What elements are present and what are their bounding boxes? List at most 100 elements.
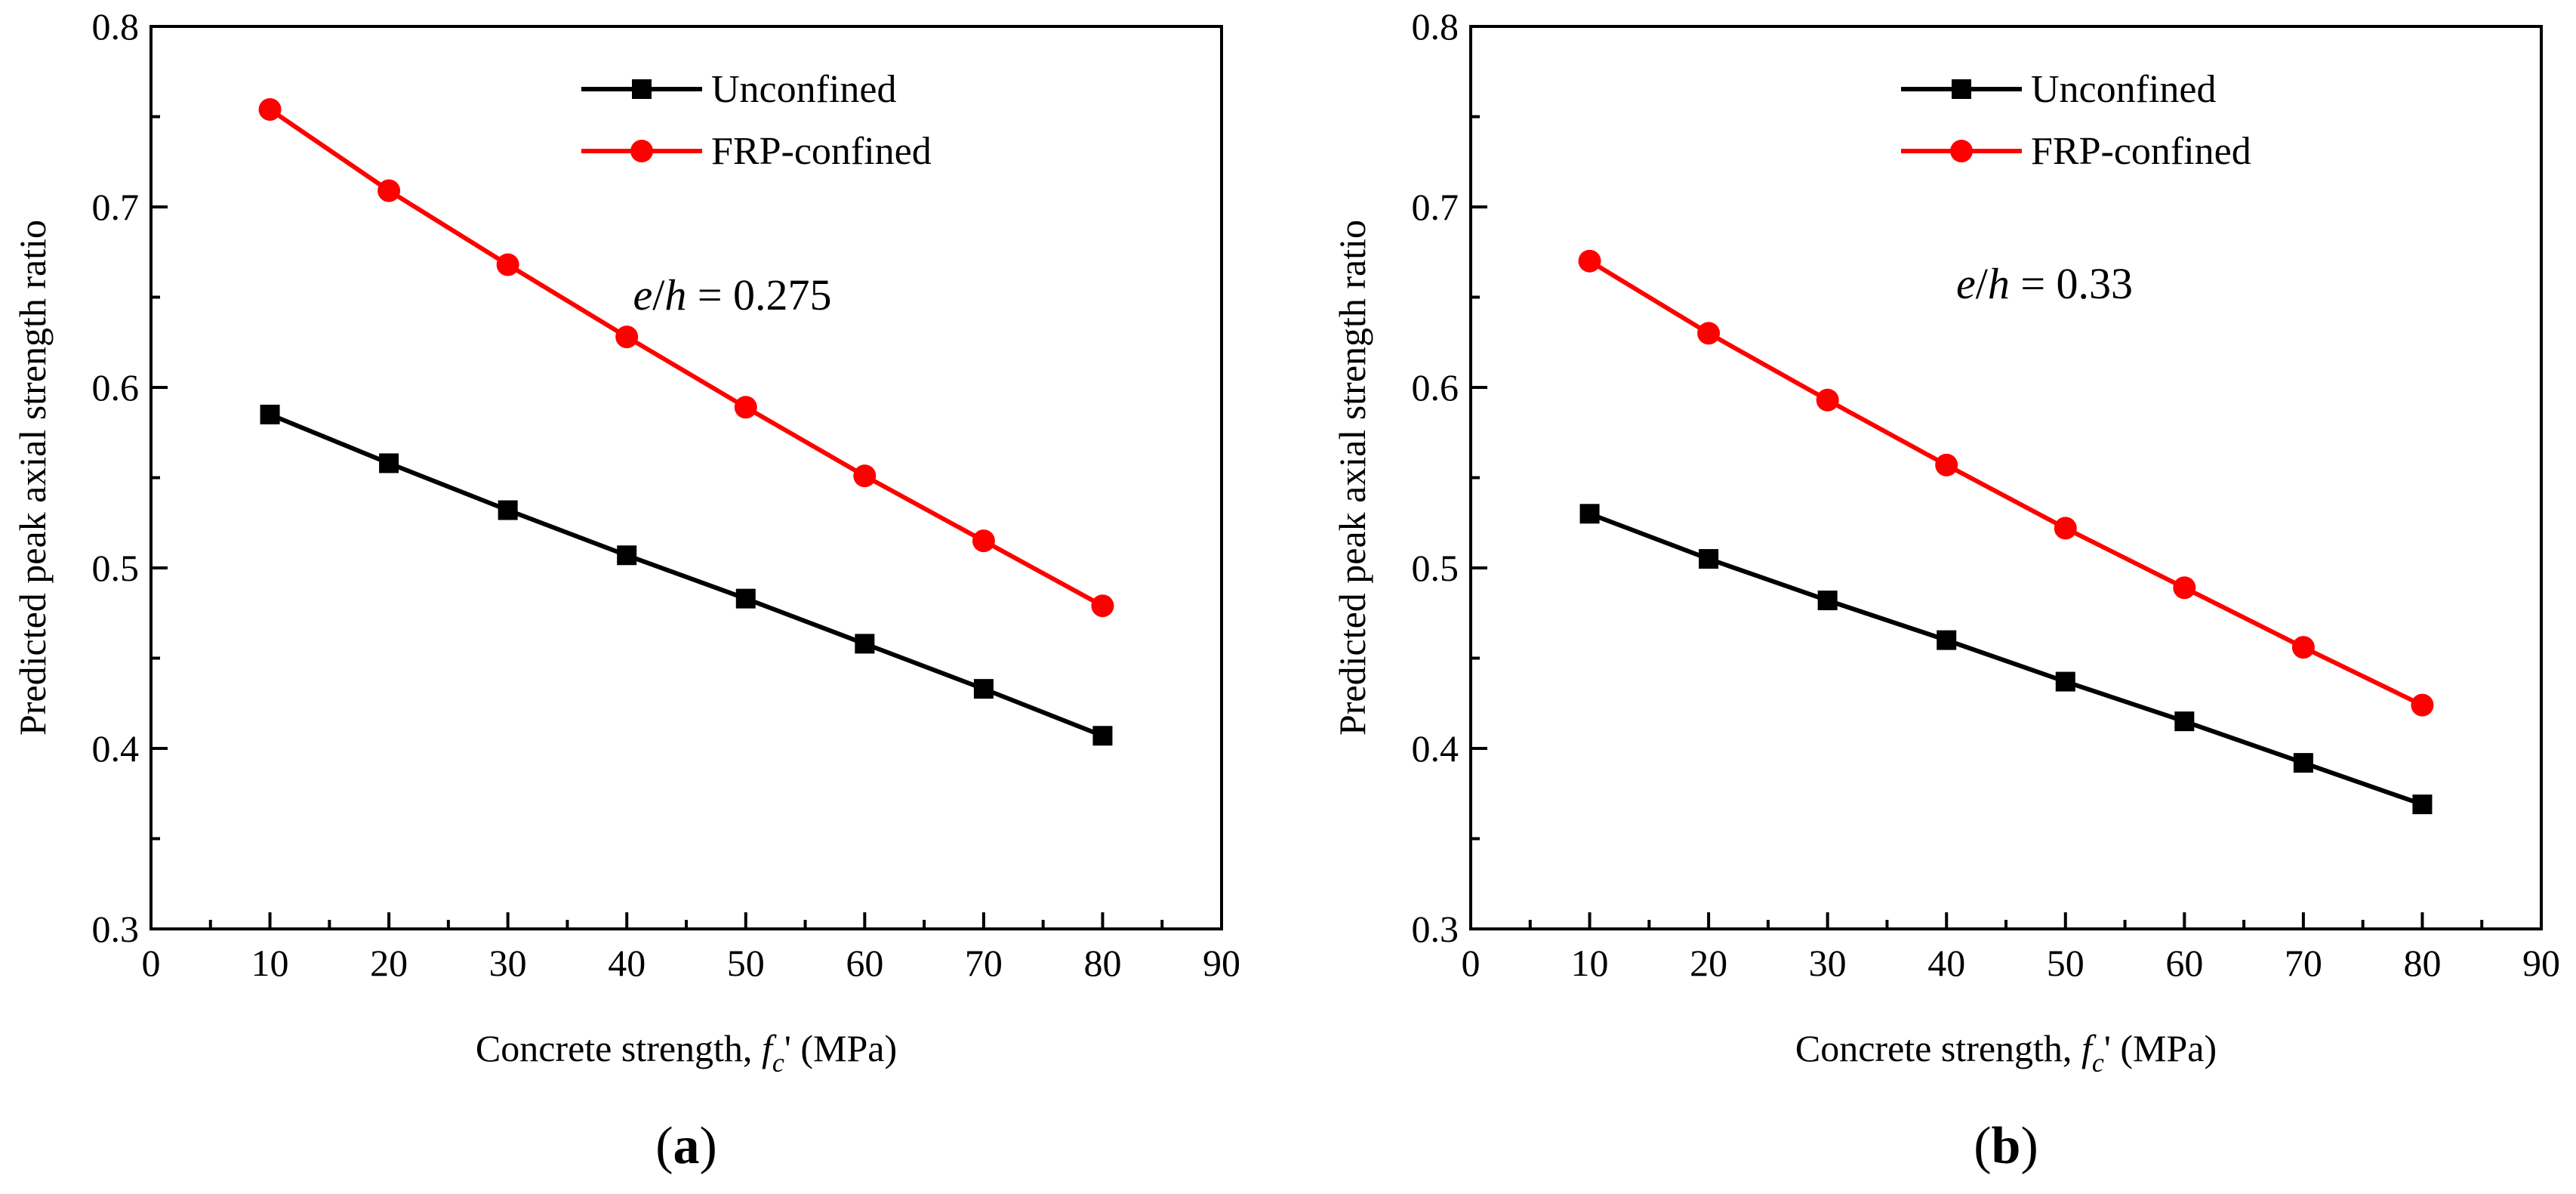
plot-frame: [149, 25, 1223, 930]
data-point-circle: [1091, 594, 1114, 618]
x-tick-label: 70: [965, 942, 1003, 984]
y-tick-label: 0.5: [1412, 547, 1459, 589]
data-point-circle: [1578, 249, 1601, 273]
y-axis-title: Predicted peak axial strength ratio: [11, 220, 54, 736]
legend-label: Unconfined: [2031, 68, 2216, 111]
x-tick-label: 60: [846, 942, 883, 984]
annotation-eh: e/h = 0.275: [633, 270, 831, 319]
data-point-square: [973, 679, 994, 699]
data-point-square: [2055, 671, 2075, 692]
panel-label-close: ): [2020, 1117, 2038, 1175]
annotation-value: = 0.33: [2010, 259, 2133, 308]
legend-label: Unconfined: [711, 68, 896, 111]
y-axis-title: Predicted peak axial strength ratio: [1331, 220, 1373, 736]
x-tick-label: 10: [251, 942, 289, 984]
x-axis-title-prefix: Concrete strength,: [476, 1027, 762, 1069]
x-axis-title: Concrete strength, fc' (MPa): [1795, 1027, 2217, 1078]
x-tick-label: 50: [2047, 942, 2085, 984]
series-line-unconfined: [269, 412, 1104, 739]
y-tick-label: 0.8: [92, 5, 140, 48]
x-tick-label: 40: [608, 942, 646, 984]
data-point-square: [498, 500, 518, 520]
chart-panel-a: 0 10 20 30 40 50 60 70 80 90 0.3 0.4 0.5 0.6 0.7 0.8 Pre…: [11, 5, 1240, 1175]
plot-frame: [1469, 25, 2543, 930]
y-tick-label: 0.6: [92, 366, 140, 409]
x-axis-title-sub: c: [2092, 1047, 2104, 1078]
y-tick-label: 0.6: [1412, 366, 1459, 409]
x-tick-label: 30: [489, 942, 527, 984]
panel-label: (b): [1974, 1117, 2038, 1175]
x-tick-label: 80: [2403, 942, 2441, 984]
data-point-circle: [853, 464, 877, 488]
x-tick-label: 20: [370, 942, 408, 984]
data-point-circle: [2173, 576, 2196, 600]
series-line-frp-confined: [268, 107, 1104, 608]
data-point-square: [2293, 753, 2313, 773]
x-tick-label: 10: [1571, 942, 1609, 984]
y-tick-label: 0.7: [1412, 186, 1459, 228]
panel-label-close: ): [700, 1117, 717, 1175]
data-point-circle: [2411, 693, 2434, 717]
panel-label-open: (: [655, 1117, 673, 1175]
x-axis-title-prefix: Concrete strength,: [1795, 1027, 2081, 1069]
data-point-circle: [2054, 517, 2077, 540]
y-tick-label: 0.3: [1412, 908, 1459, 950]
data-point-circle: [734, 396, 757, 419]
data-point-square: [1817, 591, 1838, 611]
data-point-square: [1937, 630, 1957, 650]
legend-entry: FRP-confined: [1901, 130, 2251, 173]
data-point-square: [2174, 711, 2195, 732]
data-point-square: [617, 545, 637, 566]
panel-label-open: (: [1974, 1117, 1991, 1175]
y-tick-label: 0.4: [92, 727, 140, 770]
x-tick-label: 20: [1690, 942, 1727, 984]
annotation-eh: e/h = 0.33: [1956, 259, 2133, 308]
y-tick-label: 0.8: [1412, 5, 1459, 48]
x-tick-label: 0: [142, 942, 161, 984]
series-line-unconfined: [1588, 511, 2423, 807]
x-axis-title-sub: c: [772, 1047, 784, 1078]
legend-entry: FRP-confined: [581, 130, 932, 173]
data-point-square: [1092, 726, 1113, 746]
x-axis-title: Concrete strength, fc' (MPa): [476, 1027, 897, 1078]
data-point-circle: [496, 253, 519, 276]
x-tick-label: 60: [2165, 942, 2203, 984]
annotation-e: e: [633, 270, 652, 319]
legend-entry: Unconfined: [581, 68, 896, 111]
legend-marker-square: [632, 79, 652, 99]
legend-marker-square: [1952, 79, 1971, 99]
data-point-square: [379, 453, 399, 474]
data-point-circle: [615, 325, 639, 349]
data-point-square: [855, 634, 875, 654]
legend-label: FRP-confined: [711, 130, 932, 173]
x-tick-label: 40: [1927, 942, 1965, 984]
annotation-h: h: [664, 270, 686, 319]
y-tick-label: 0.3: [92, 908, 140, 950]
data-point-square: [1699, 549, 1719, 569]
y-tick-label: 0.4: [1412, 727, 1459, 770]
annotation-h: h: [1988, 259, 2010, 308]
annotation-slash: /: [1976, 259, 1989, 308]
data-point-square: [2412, 794, 2433, 815]
data-point-circle: [258, 97, 282, 121]
data-point-square: [735, 588, 756, 609]
x-tick-label: 80: [1083, 942, 1121, 984]
panel-label: (a): [655, 1117, 717, 1175]
x-axis-title-suffix: ' (MPa): [2104, 1027, 2217, 1069]
x-tick-label: 30: [1809, 942, 1847, 984]
panel-label-letter: b: [1992, 1117, 2021, 1175]
x-tick-label: 50: [727, 942, 765, 984]
x-tick-label: 0: [1462, 942, 1481, 984]
x-tick-label: 70: [2285, 942, 2322, 984]
chart-panel-b: 0 10 20 30 40 50 60 70 80 90 0.3 0.4 0.5 0.6 0.7 0.8 Pre…: [1331, 5, 2560, 1175]
data-point-circle: [2291, 636, 2315, 659]
data-point-circle: [972, 529, 995, 553]
y-tick-label: 0.7: [92, 186, 140, 228]
annotation-value: = 0.275: [686, 270, 831, 319]
annotation-slash: /: [652, 270, 665, 319]
data-point-circle: [1816, 388, 1839, 412]
legend-marker-circle: [630, 140, 653, 162]
panel-label-letter: a: [673, 1117, 700, 1175]
legend-entry: Unconfined: [1901, 68, 2216, 111]
